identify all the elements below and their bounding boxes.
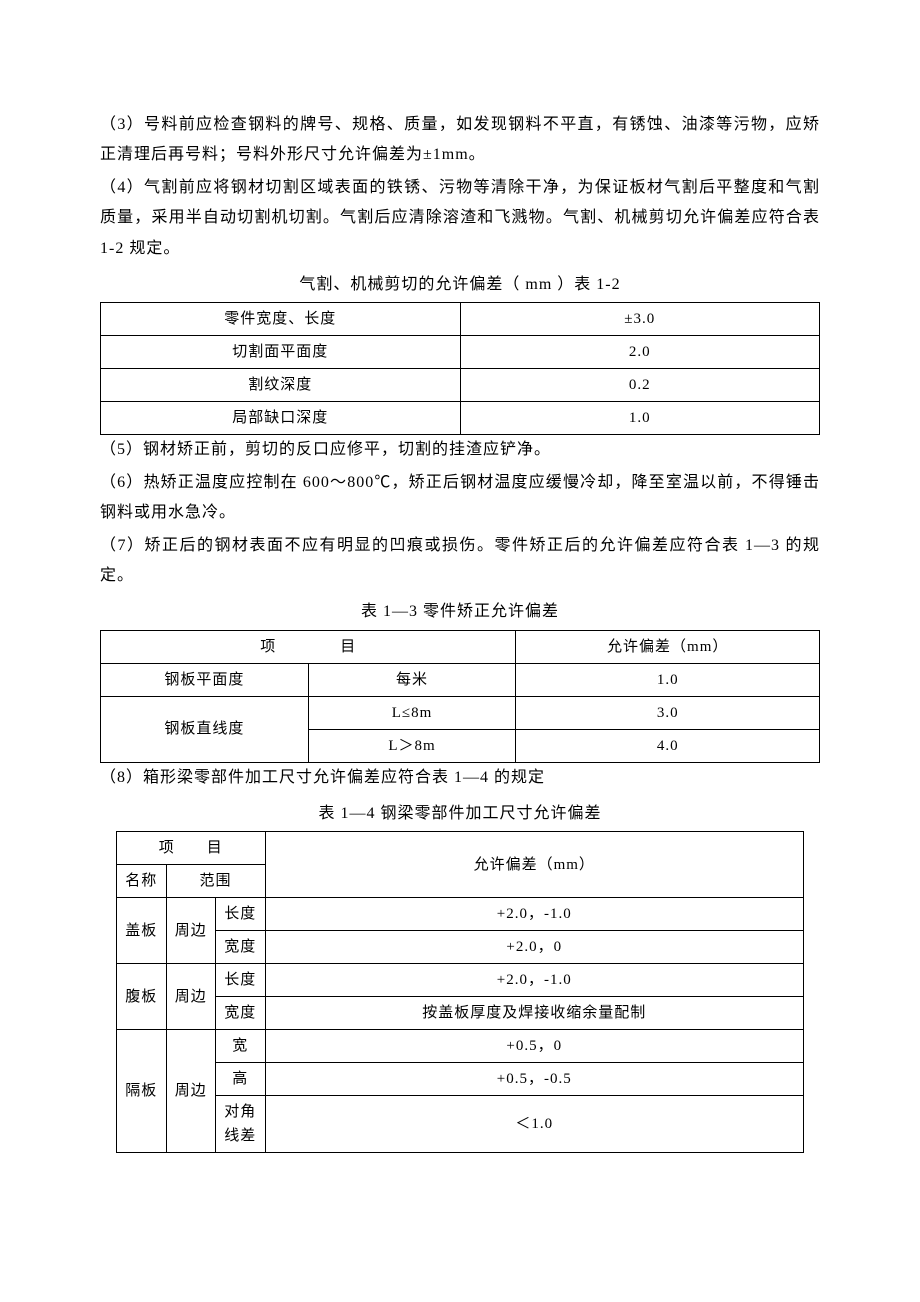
table-cell-value: 2.0: [460, 336, 820, 369]
paragraph-7: （7）矫正后的钢材表面不应有明显的凹痕或损伤。零件矫正后的允许偏差应符合表 1—…: [100, 531, 820, 592]
table-cell-name: 隔板: [117, 1030, 167, 1153]
table-cell-name: 腹板: [117, 964, 167, 1030]
table-cell-item: 钢板平面度: [101, 663, 309, 696]
table-cell-range: 周边: [166, 898, 216, 964]
table-1-4-caption: 表 1—4 钢梁零部件加工尺寸允许偏差: [100, 799, 820, 829]
table-1-3-caption: 表 1—3 零件矫正允许偏差: [100, 597, 820, 627]
table-cell-cond: L≤8m: [308, 696, 516, 729]
table-header-name: 名称: [117, 865, 167, 898]
table-header-tolerance: 允许偏差（mm）: [265, 832, 804, 898]
table-cell-dim: 宽度: [216, 997, 266, 1030]
table-cell-dim: 对角线差: [216, 1096, 266, 1153]
paragraph-4: （4）气割前应将钢材切割区域表面的铁锈、污物等清除干净，为保证板材气割后平整度和…: [100, 173, 820, 264]
table-cell-dim: 高: [216, 1063, 266, 1096]
paragraph-6: （6）热矫正温度应控制在 600～800℃，矫正后钢材温度应缓慢冷却，降至室温以…: [100, 468, 820, 529]
table-cell-value: 按盖板厚度及焊接收缩余量配制: [265, 997, 804, 1030]
table-cell-value: +0.5，-0.5: [265, 1063, 804, 1096]
table-cell-value: +2.0，-1.0: [265, 964, 804, 997]
table-cell-value: 1.0: [516, 663, 820, 696]
table-cell-value: +0.5，0: [265, 1030, 804, 1063]
table-cell-value: ±3.0: [460, 303, 820, 336]
table-cell-range: 周边: [166, 1030, 216, 1153]
paragraph-3: （3）号料前应检查钢料的牌号、规格、质量，如发现钢料不平直，有锈蚀、油漆等污物，…: [100, 110, 820, 171]
table-row: 腹板 周边 长度 +2.0，-1.0: [117, 964, 804, 997]
table-1-2-caption: 气割、机械剪切的允许偏差（ mm ）表 1-2: [100, 270, 820, 300]
table-cell-dim: 宽度: [216, 931, 266, 964]
table-cell-value: ＜1.0: [265, 1096, 804, 1153]
table-cell-label: 切割面平面度: [101, 336, 461, 369]
table-row: 盖板 周边 长度 +2.0，-1.0: [117, 898, 804, 931]
table-cell-value: 0.2: [460, 369, 820, 402]
table-cell-value: +2.0，-1.0: [265, 898, 804, 931]
table-row: 项 目 允许偏差（mm）: [101, 630, 820, 663]
table-row: 对角线差 ＜1.0: [117, 1096, 804, 1153]
table-row: 宽度 按盖板厚度及焊接收缩余量配制: [117, 997, 804, 1030]
table-cell-value: 3.0: [516, 696, 820, 729]
table-header-tolerance: 允许偏差（mm）: [516, 630, 820, 663]
table-row: 切割面平面度 2.0: [101, 336, 820, 369]
table-cell-dim: 长度: [216, 898, 266, 931]
table-row: 隔板 周边 宽 +0.5，0: [117, 1030, 804, 1063]
table-1-2: 零件宽度、长度 ±3.0 切割面平面度 2.0 割纹深度 0.2 局部缺口深度 …: [100, 302, 820, 435]
table-cell-label: 局部缺口深度: [101, 402, 461, 435]
table-row: 钢板平面度 每米 1.0: [101, 663, 820, 696]
table-header-item: 项 目: [117, 832, 266, 865]
table-row: 割纹深度 0.2: [101, 369, 820, 402]
table-cell-label: 割纹深度: [101, 369, 461, 402]
table-1-3: 项 目 允许偏差（mm） 钢板平面度 每米 1.0 钢板直线度 L≤8m 3.0…: [100, 630, 820, 763]
table-1-4: 项 目 允许偏差（mm） 名称 范围 盖板 周边 长度 +2.0，-1.0 宽度…: [116, 831, 804, 1153]
table-cell-item: 钢板直线度: [101, 696, 309, 762]
table-cell-name: 盖板: [117, 898, 167, 964]
table-row: 局部缺口深度 1.0: [101, 402, 820, 435]
paragraph-8: （8）箱形梁零部件加工尺寸允许偏差应符合表 1—4 的规定: [100, 763, 820, 793]
table-header-range: 范围: [166, 865, 265, 898]
document-page: （3）号料前应检查钢料的牌号、规格、质量，如发现钢料不平直，有锈蚀、油漆等污物，…: [0, 0, 920, 1302]
table-cell-cond: L＞8m: [308, 729, 516, 762]
table-row: 零件宽度、长度 ±3.0: [101, 303, 820, 336]
table-header-item: 项 目: [101, 630, 516, 663]
table-row: 项 目 允许偏差（mm）: [117, 832, 804, 865]
table-cell-cond: 每米: [308, 663, 516, 696]
table-row: 宽度 +2.0，0: [117, 931, 804, 964]
table-row: 钢板直线度 L≤8m 3.0: [101, 696, 820, 729]
table-cell-label: 零件宽度、长度: [101, 303, 461, 336]
table-cell-dim: 宽: [216, 1030, 266, 1063]
paragraph-5: （5）钢材矫正前，剪切的反口应修平，切割的挂渣应铲净。: [100, 435, 820, 465]
table-cell-range: 周边: [166, 964, 216, 1030]
table-cell-value: +2.0，0: [265, 931, 804, 964]
table-cell-value: 4.0: [516, 729, 820, 762]
table-cell-dim: 长度: [216, 964, 266, 997]
table-row: 高 +0.5，-0.5: [117, 1063, 804, 1096]
table-cell-value: 1.0: [460, 402, 820, 435]
